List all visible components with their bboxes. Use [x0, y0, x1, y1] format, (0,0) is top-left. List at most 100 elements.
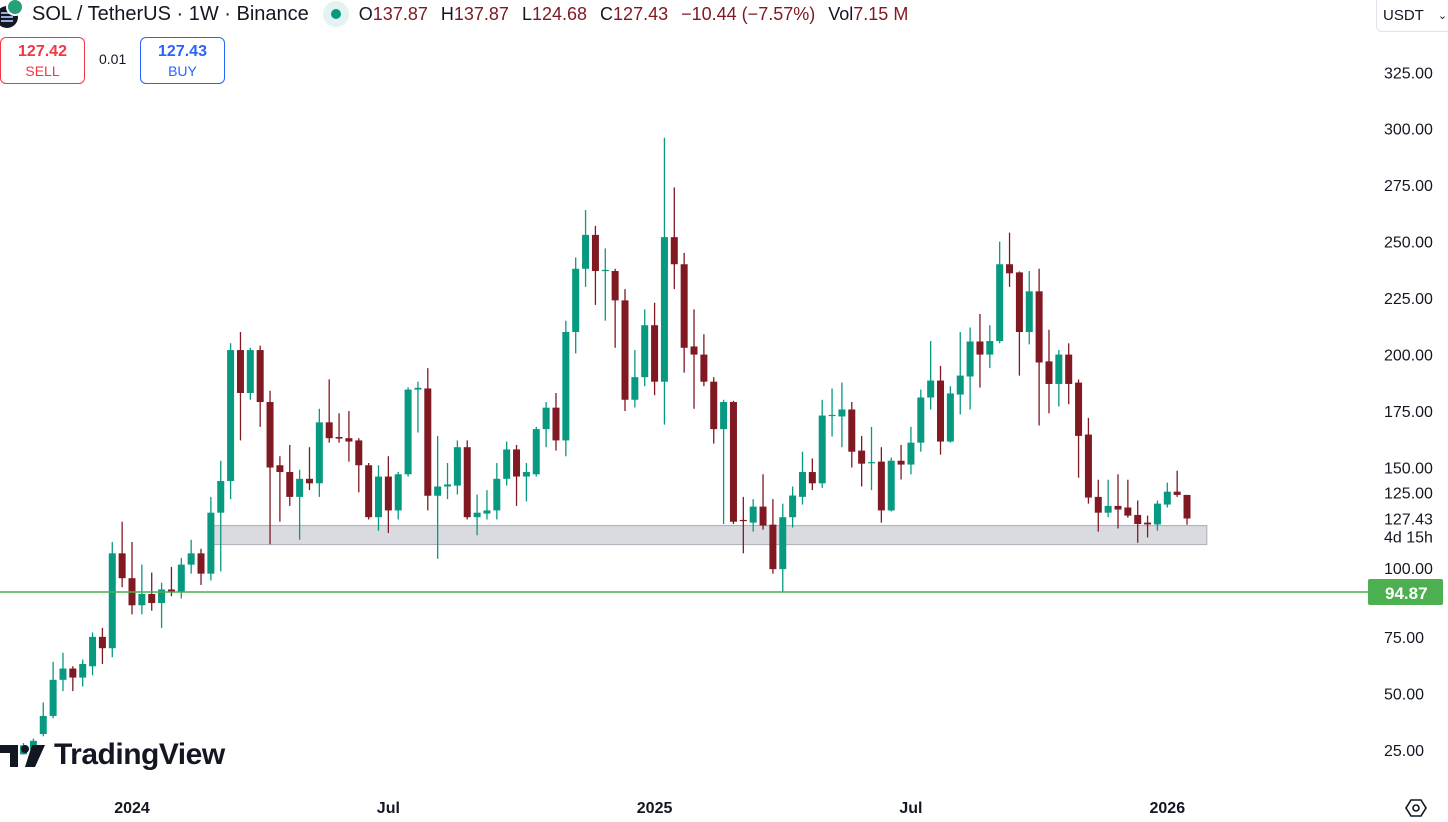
candle-up — [414, 381, 422, 433]
candle-body — [739, 519, 747, 522]
candle-body — [996, 264, 1004, 342]
volume-value: 7.15 M — [853, 3, 909, 24]
candle-body — [177, 564, 185, 592]
candle-down — [848, 402, 856, 468]
sell-button[interactable]: 127.42 SELL — [0, 37, 85, 84]
candle-down — [424, 368, 432, 511]
candle-body — [601, 269, 609, 272]
buy-button[interactable]: 127.43 BUY — [140, 37, 225, 84]
candle-body — [1153, 503, 1161, 525]
candle-up — [1153, 500, 1161, 531]
candle-down — [1144, 515, 1152, 538]
close-label: C — [600, 3, 614, 24]
candle-body — [680, 264, 688, 348]
candle-body — [917, 397, 925, 443]
y-tick-label: 150.00 — [1384, 461, 1433, 478]
buy-label: BUY — [168, 63, 197, 79]
chart-settings-icon[interactable] — [1405, 797, 1427, 819]
support-zone-layer — [210, 524, 1208, 546]
candle-down — [69, 666, 77, 692]
currency-select[interactable]: USDT ⌄ — [1376, 0, 1448, 32]
candle-body — [611, 271, 619, 301]
x-tick-label: Jul — [377, 800, 400, 817]
candle-body — [118, 553, 126, 579]
sell-label: SELL — [25, 63, 60, 79]
candles — [10, 137, 1191, 757]
buy-price: 127.43 — [158, 43, 207, 60]
candle-body — [808, 472, 816, 484]
candle-body — [562, 332, 570, 441]
candle-down — [769, 499, 777, 574]
candle-body — [384, 476, 392, 511]
candle-body — [236, 350, 244, 393]
candle-body — [779, 517, 787, 570]
candle-down — [513, 444, 521, 506]
candle-down — [759, 474, 767, 530]
symbol-title[interactable]: SOL / TetherUS · 1W · Binance — [32, 2, 309, 25]
candle-up — [217, 460, 225, 572]
candle-body — [424, 388, 432, 496]
price-axis-bg — [1368, 0, 1448, 822]
candle-up — [868, 426, 875, 491]
candle-body — [394, 474, 402, 511]
candle-down — [1015, 271, 1023, 376]
candle-body — [1134, 514, 1142, 524]
candle-body — [1173, 491, 1181, 495]
candle-down — [700, 334, 708, 387]
candle-down — [710, 377, 718, 444]
y-tick-label: 25.00 — [1384, 743, 1424, 760]
chart-header: SOL / TetherUS · 1W · Binance O137.87 H1… — [0, 0, 916, 28]
y-tick-label: 325.00 — [1384, 65, 1433, 82]
y-tick-label: 100.00 — [1384, 561, 1433, 578]
candle-down — [1006, 232, 1014, 287]
candle-up — [779, 503, 787, 592]
candle-down — [463, 440, 471, 520]
candle-up — [453, 440, 461, 495]
candle-body — [729, 402, 737, 522]
candle-up — [473, 494, 481, 536]
candle-body — [532, 429, 540, 475]
candle-up — [39, 702, 47, 737]
candle-body — [877, 461, 885, 511]
candle-up — [927, 341, 935, 410]
candle-up — [158, 582, 166, 628]
candle-body — [522, 472, 530, 477]
support-zone-rect[interactable] — [210, 524, 1208, 546]
candle-down — [1035, 268, 1043, 426]
y-tick-label: 175.00 — [1384, 404, 1433, 421]
tradingview-logo[interactable]: TradingView — [0, 738, 225, 772]
price-axis[interactable]: 325.00 300.00 275.00 250.00 225.00 200.00 175.… — [1368, 0, 1448, 822]
candle-down — [937, 365, 945, 455]
candle-up — [660, 137, 668, 425]
candle-body — [1183, 494, 1191, 519]
candle-up — [59, 652, 67, 692]
candle-down — [1094, 479, 1102, 532]
sell-price: 127.42 — [18, 43, 67, 60]
candle-down — [858, 435, 866, 487]
candle-body — [1144, 522, 1152, 525]
x-tick-label: Jul — [899, 800, 922, 817]
x-tick-label: 2024 — [114, 800, 150, 817]
candle-down — [1114, 474, 1122, 529]
candle-body — [907, 442, 915, 465]
close-value: 127.43 — [613, 3, 669, 24]
time-axis[interactable]: 2024 Jul 2025 Jul 2026 — [114, 800, 1185, 817]
candle-body — [138, 593, 146, 606]
candle-up — [562, 320, 570, 457]
high-value: 137.87 — [453, 3, 509, 24]
candle-down — [197, 548, 205, 585]
candle-body — [513, 449, 521, 477]
candle-body — [296, 478, 304, 497]
candle-body — [148, 593, 156, 604]
candle-up — [956, 332, 964, 415]
market-status-icon[interactable] — [322, 1, 349, 27]
candle-up — [1025, 271, 1033, 345]
candle-up — [1055, 350, 1063, 407]
candle-up — [946, 386, 954, 443]
candle-up — [187, 539, 195, 574]
candle-body — [315, 422, 323, 484]
candle-body — [1045, 361, 1053, 384]
candle-body — [325, 422, 333, 439]
spread-value: 0.01 — [99, 51, 127, 67]
